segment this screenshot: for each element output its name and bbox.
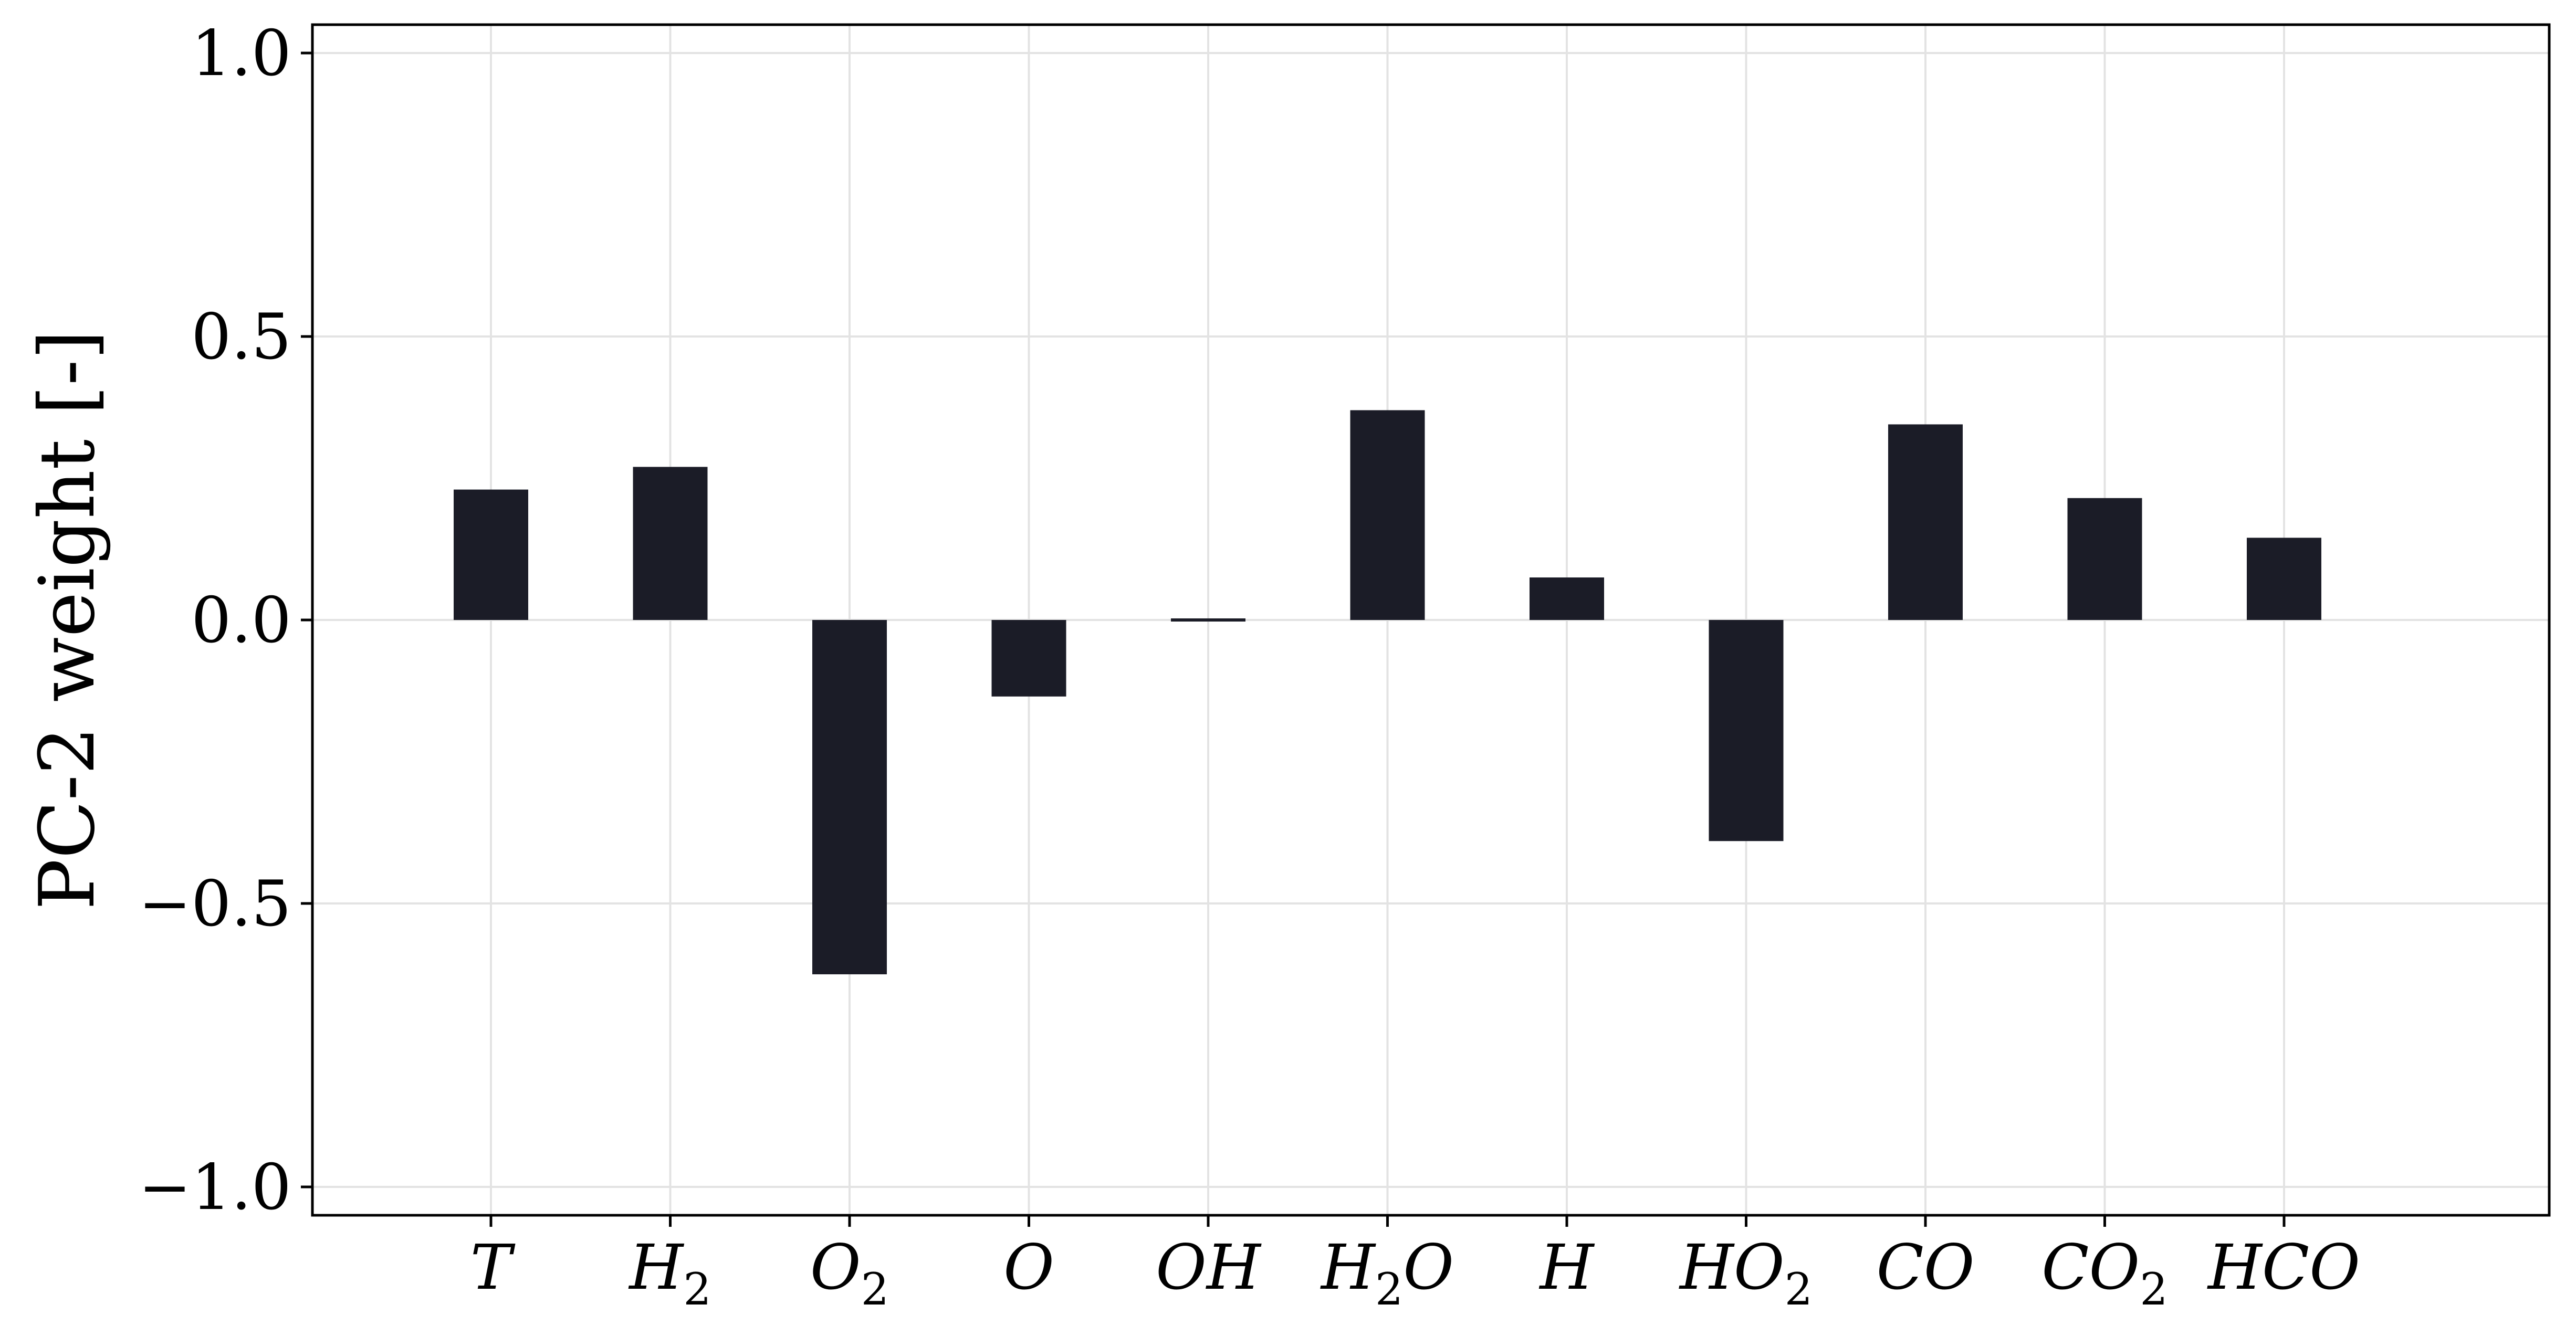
x-tick-label: O2 [810,1231,889,1315]
x-tick-label: HCO [2207,1231,2360,1303]
x-tick-label-base: H [1539,1231,1595,1303]
x-tick-label-tail: O [1403,1231,1454,1303]
x-tick-label-base: O [1003,1231,1054,1303]
y-axis-title: PC-2 weight [-] [23,330,112,910]
bar [2247,538,2321,620]
bar [633,467,708,620]
y-tick-label: −1.0 [139,1151,291,1224]
x-tick-label-base: HCO [2207,1231,2360,1303]
x-tick-label-base: CO [1876,1231,1974,1303]
bar-layer [454,410,2321,974]
x-tick-label-base: H [1320,1231,1376,1303]
bar [812,620,887,974]
bar [991,620,1066,697]
x-tick-label-subscript: 2 [861,1264,889,1315]
x-tick-label: H [1539,1231,1595,1303]
y-axis-ticks: 1.0 0.5 0.0 −0.5 −1.0 [139,17,312,1224]
x-tick-label: OH [1156,1231,1262,1303]
bar [454,489,528,620]
bar [1350,410,1425,620]
x-tick-label-base: T [470,1231,516,1303]
x-tick-label-subscript: 2 [1375,1264,1403,1315]
x-tick-label: H2 [628,1231,711,1315]
y-tick-label: 0.0 [191,584,291,657]
y-tick-label: −0.5 [139,868,291,941]
x-tick-label-subscript: 2 [683,1264,711,1315]
x-tick-label-base: O [810,1231,861,1303]
x-tick-label: HO2 [1679,1231,1813,1315]
x-tick-label-base: H [628,1231,684,1303]
x-tick-label: CO [1876,1231,1974,1303]
bar [2067,498,2142,620]
x-tick-label-base: HO [1679,1231,1785,1303]
x-tick-label: T [470,1231,516,1303]
x-tick-label: CO2 [2041,1231,2167,1315]
bar [1530,577,1604,620]
y-tick-label: 1.0 [191,17,291,90]
bar [1171,618,1245,622]
y-tick-label: 0.5 [191,301,291,374]
x-tick-label-base: CO [2041,1231,2140,1303]
bar [1888,424,1963,620]
x-axis-ticks: T H2 O2 O OH H2O H HO2 CO CO2 HCO [470,1215,2360,1315]
x-tick-label-subscript: 2 [1785,1264,1813,1315]
x-tick-label-subscript: 2 [2140,1264,2167,1315]
x-tick-label-base: OH [1156,1231,1262,1303]
bar [1709,620,1784,841]
x-tick-label: H2O [1320,1231,1454,1315]
x-tick-label: O [1003,1231,1054,1303]
